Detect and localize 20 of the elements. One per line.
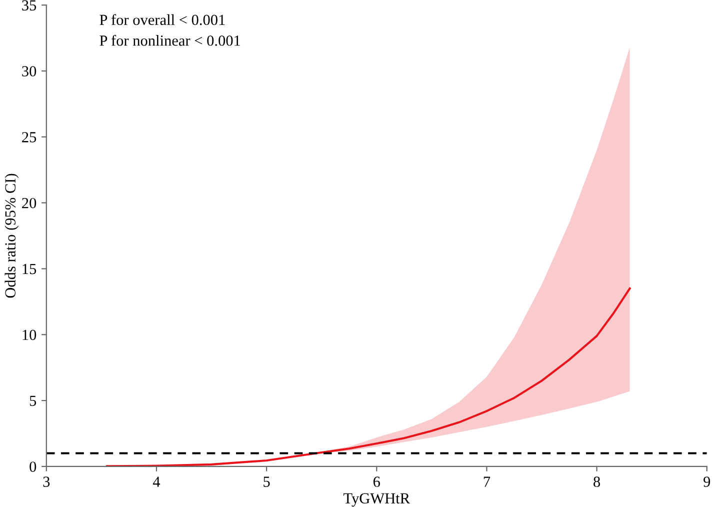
y-tick-label: 25 — [22, 132, 36, 142]
x-tick-label: 4 — [152, 476, 160, 487]
y-tick-label: 20 — [22, 198, 36, 208]
x-tick-label: 8 — [594, 476, 600, 487]
y-tick-label: 35 — [22, 0, 36, 11]
y-tick-label: 15 — [22, 264, 36, 274]
annotation: P for nonlinear < 0.001 — [100, 34, 240, 46]
annotation: P for overall < 0.001 — [100, 14, 225, 26]
y-axis-title: Odds ratio (95% CI) — [4, 174, 19, 298]
x-tick-label: 7 — [484, 476, 490, 487]
x-tick-label: 6 — [373, 476, 380, 487]
y-tick-label: 0 — [30, 462, 36, 472]
y-tick-label: 10 — [22, 330, 36, 340]
x-tick-label: 9 — [704, 476, 710, 487]
x-axis-title: TyGWHtR — [344, 493, 410, 507]
x-tick-label: 5 — [264, 476, 270, 487]
line-series — [106, 287, 631, 466]
y-tick-label: 5 — [30, 396, 36, 406]
x-tick-label: 3 — [43, 476, 50, 487]
y-tick-label: 30 — [22, 66, 36, 76]
